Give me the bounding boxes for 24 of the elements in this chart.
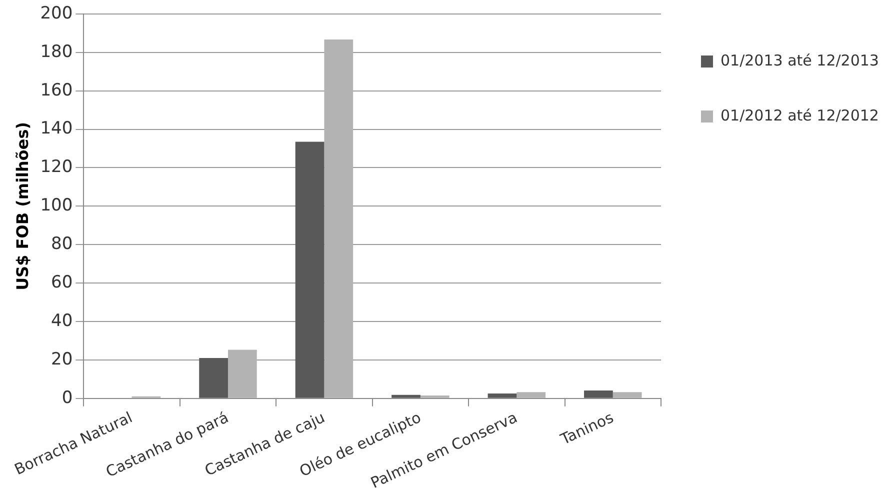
y-tick-label: 180 xyxy=(40,42,73,62)
bar xyxy=(295,142,324,398)
bar xyxy=(420,395,450,398)
bar xyxy=(584,390,613,398)
bar xyxy=(228,350,257,398)
y-tick-label: 20 xyxy=(51,349,73,370)
y-tick-label: 200 xyxy=(40,3,73,24)
y-tick-label: 0 xyxy=(62,388,73,408)
bar xyxy=(612,392,642,398)
y-tick-label: 40 xyxy=(51,310,73,331)
bar xyxy=(324,40,354,398)
bar xyxy=(516,392,546,398)
y-tick-label: 140 xyxy=(40,118,73,139)
y-tick-label: 80 xyxy=(51,234,73,254)
y-tick-label: 60 xyxy=(51,272,73,292)
bar xyxy=(199,358,228,398)
bar xyxy=(392,394,420,398)
y-axis-title: US$ FOB (milhões) xyxy=(12,122,32,290)
y-tick-label: 160 xyxy=(40,80,73,100)
legend-label: 01/2013 até 12/2013 xyxy=(720,51,879,70)
bar xyxy=(488,394,517,398)
legend-label: 01/2012 até 12/2012 xyxy=(720,106,879,124)
y-tick-label: 120 xyxy=(40,157,73,178)
y-tick-label: 100 xyxy=(40,196,73,216)
